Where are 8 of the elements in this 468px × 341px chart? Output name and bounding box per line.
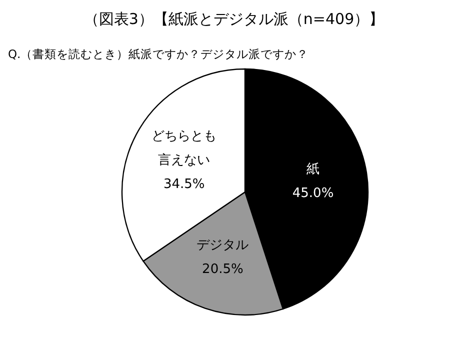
slice-label: デジタル xyxy=(196,238,249,253)
chart-subtitle: Q.（書類を読むとき）紙派ですか？デジタル派ですか？ xyxy=(8,47,309,61)
chart-title: （図表3）【紙派とデジタル派（n=409）】 xyxy=(84,10,384,28)
data-label: 20.5% xyxy=(202,262,244,277)
data-label: 45.0% xyxy=(292,186,334,201)
slice-label: 紙 xyxy=(306,162,320,177)
data-label: 34.5% xyxy=(163,176,205,192)
slice-label: どちらとも言えない xyxy=(152,128,217,168)
